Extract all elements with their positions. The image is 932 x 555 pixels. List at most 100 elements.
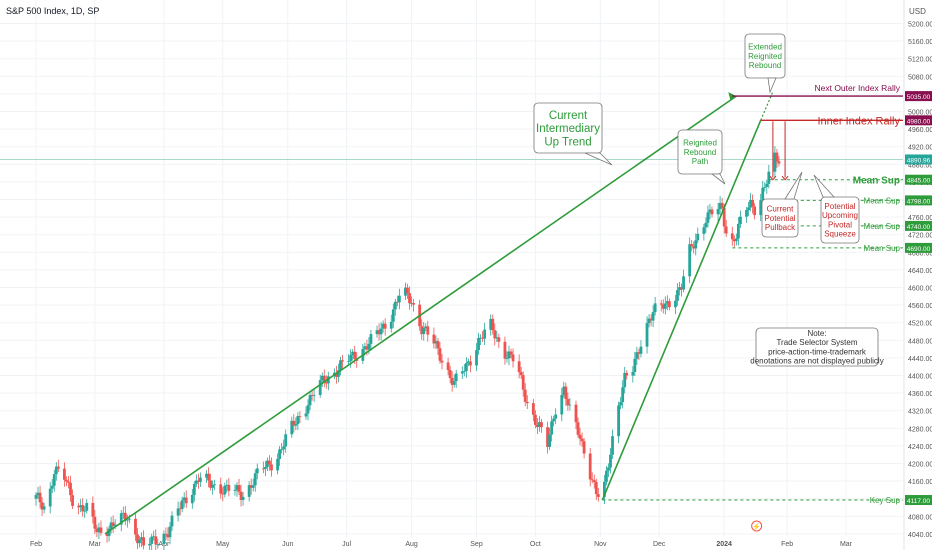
candle <box>34 492 38 506</box>
candle <box>745 207 748 223</box>
candle <box>759 193 763 222</box>
price-label-4740.00: 4740.00 <box>905 220 932 231</box>
svg-text:Potential: Potential <box>764 214 795 223</box>
candle <box>241 491 245 506</box>
candle <box>93 509 97 534</box>
price-label-5035.00: 5035.00 <box>905 91 932 102</box>
candle <box>678 281 681 296</box>
candle <box>410 296 413 307</box>
candle <box>546 421 549 454</box>
candle <box>199 472 202 487</box>
candle <box>692 241 696 254</box>
x-tick-label: Feb <box>30 541 42 548</box>
candle <box>282 439 286 456</box>
candle <box>320 372 324 387</box>
y-tick-label: 4640.00 <box>908 268 932 275</box>
candle <box>266 457 269 471</box>
candle <box>475 343 478 372</box>
candle <box>426 320 430 342</box>
candle <box>538 415 541 432</box>
candle <box>38 485 42 509</box>
candle <box>306 399 310 421</box>
candle <box>381 320 385 333</box>
candle <box>594 478 598 500</box>
candle <box>466 358 470 367</box>
candle <box>377 323 381 341</box>
candle <box>205 470 208 483</box>
candle <box>63 462 66 487</box>
x-tick-label: Nov <box>594 541 607 548</box>
candle <box>436 337 440 356</box>
candle <box>233 484 237 496</box>
candle <box>190 488 194 509</box>
price-label-4690.00: 4690.00 <box>905 242 932 253</box>
candle <box>531 398 535 422</box>
candle <box>280 443 284 454</box>
candle <box>292 414 296 433</box>
candle <box>507 345 511 366</box>
candle <box>156 538 160 549</box>
candle <box>552 415 556 427</box>
candle <box>69 475 72 502</box>
svg-text:Current: Current <box>549 110 588 122</box>
svg-text:⚡: ⚡ <box>752 522 761 531</box>
candle <box>48 482 52 514</box>
candle <box>339 356 342 376</box>
candle <box>391 303 395 328</box>
candle <box>389 314 393 333</box>
candle <box>121 506 125 519</box>
time-axis[interactable]: Feb Mar Apr May Jun Jul Aug Sep Oct Nov Dec 2024 Feb… <box>30 520 853 548</box>
candle <box>517 354 521 379</box>
candle <box>590 472 594 484</box>
callout-note: Note:Trade Selector Systemprice-action-t… <box>750 327 884 367</box>
candle <box>322 369 326 388</box>
candle <box>192 481 196 502</box>
candle <box>294 417 298 431</box>
candle <box>412 299 415 312</box>
candle <box>747 201 750 217</box>
candle <box>767 164 771 189</box>
candle <box>225 479 229 493</box>
candle <box>635 346 639 365</box>
candle <box>85 499 89 514</box>
candle <box>99 520 103 536</box>
y-tick-label: 4880.00 <box>908 162 932 169</box>
svg-text:Upcoming: Upcoming <box>822 211 858 220</box>
candle <box>270 457 273 477</box>
candle <box>71 489 74 510</box>
candle <box>452 374 456 388</box>
svg-text:Note:: Note: <box>807 329 826 338</box>
price-label-4117.00: 4117.00 <box>905 495 932 506</box>
candle <box>448 365 452 384</box>
candle <box>318 374 322 398</box>
candle <box>568 398 572 411</box>
candle <box>464 357 468 378</box>
candle <box>708 203 712 220</box>
svg-text:denotations are not displayed: denotations are not displayed publicly <box>750 357 883 366</box>
price-axis[interactable]: 5200.005160.005120.005080.005040.005000.… <box>903 0 932 550</box>
candle <box>536 418 539 434</box>
candle <box>324 375 328 389</box>
y-tick-label: 4680.00 <box>908 250 932 257</box>
candle <box>213 479 217 491</box>
candle <box>235 482 239 497</box>
candle <box>406 283 409 300</box>
candle <box>284 429 288 453</box>
candle <box>239 484 243 507</box>
y-tick-label: 4520.00 <box>908 321 932 328</box>
event-flash-icon[interactable]: ⚡ <box>751 520 763 532</box>
candle <box>446 357 450 376</box>
svg-text:Intermediary: Intermediary <box>536 123 600 135</box>
candle <box>164 527 168 541</box>
candle <box>548 427 551 451</box>
svg-text:Trade Selector System: Trade Selector System <box>776 338 857 347</box>
symbol-title[interactable]: S&P 500 Index, 1D, SP <box>6 6 99 16</box>
candle <box>639 340 643 358</box>
candle <box>424 323 428 332</box>
candle <box>718 195 722 215</box>
candle <box>682 269 685 293</box>
candle <box>667 298 671 311</box>
